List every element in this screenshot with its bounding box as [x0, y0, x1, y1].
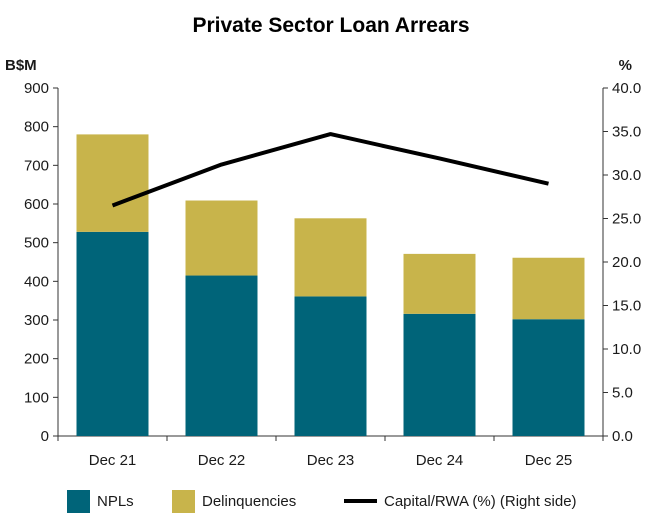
bar-delinquencies-4 [403, 253, 476, 314]
right-tick-label: 15.0 [612, 298, 641, 315]
right-tick-label: 10.0 [612, 341, 641, 358]
x-tick-label: Dec 22 [198, 452, 246, 469]
x-tick-label: Dec 25 [525, 452, 573, 469]
legend-label-capital-rwa: Capital/RWA (%) (Right side) [384, 493, 577, 510]
capital-rwa-line [111, 132, 549, 208]
left-tick-label: 100 [24, 389, 49, 406]
left-tick-label: 300 [24, 312, 49, 329]
right-tick-label: 25.0 [612, 211, 641, 228]
right-tick-label: 5.0 [612, 385, 633, 402]
left-tick-label: 600 [24, 196, 49, 213]
right-tick-label: 40.0 [612, 80, 641, 97]
bar-npls-2 [185, 275, 258, 436]
legend-swatch-npls [67, 490, 90, 513]
left-tick-label: 500 [24, 235, 49, 252]
bar-delinquencies-2 [185, 200, 258, 276]
left-axis-unit: B$M [5, 57, 37, 74]
x-tick-label: Dec 21 [89, 452, 137, 469]
left-tick-label: 200 [24, 351, 49, 368]
bar-npls-1 [76, 231, 149, 436]
bar-npls-3 [294, 296, 367, 436]
right-axis-unit: % [619, 57, 632, 74]
bar-npls-5 [512, 319, 585, 436]
bar-npls-4 [403, 313, 476, 436]
right-tick-label: 35.0 [612, 124, 641, 141]
right-tick-label: 30.0 [612, 167, 641, 184]
left-tick-label: 700 [24, 157, 49, 174]
legend-label-npls: NPLs [97, 493, 134, 510]
bar-delinquencies-1 [76, 134, 149, 232]
bar-delinquencies-5 [512, 257, 585, 320]
x-tick-label: Dec 23 [307, 452, 355, 469]
right-tick-label: 0.0 [612, 428, 633, 445]
left-tick-label: 900 [24, 80, 49, 97]
bar-delinquencies-3 [294, 218, 367, 297]
legend-swatch-delinquencies [172, 490, 195, 513]
left-tick-label: 800 [24, 119, 49, 136]
plot-area: 0 100 200 300 400 500 600 700 800 900 0.0 5.0 10.0 15… [24, 80, 641, 469]
legend: NPLs Delinquencies Capital/RWA (%) (Right … [67, 490, 577, 513]
right-tick-label: 20.0 [612, 254, 641, 271]
chart-title: Private Sector Loan Arrears [192, 14, 469, 37]
left-tick-label: 400 [24, 273, 49, 290]
legend-label-delinquencies: Delinquencies [202, 493, 296, 510]
left-tick-label: 0 [41, 428, 49, 445]
x-tick-label: Dec 24 [416, 452, 464, 469]
